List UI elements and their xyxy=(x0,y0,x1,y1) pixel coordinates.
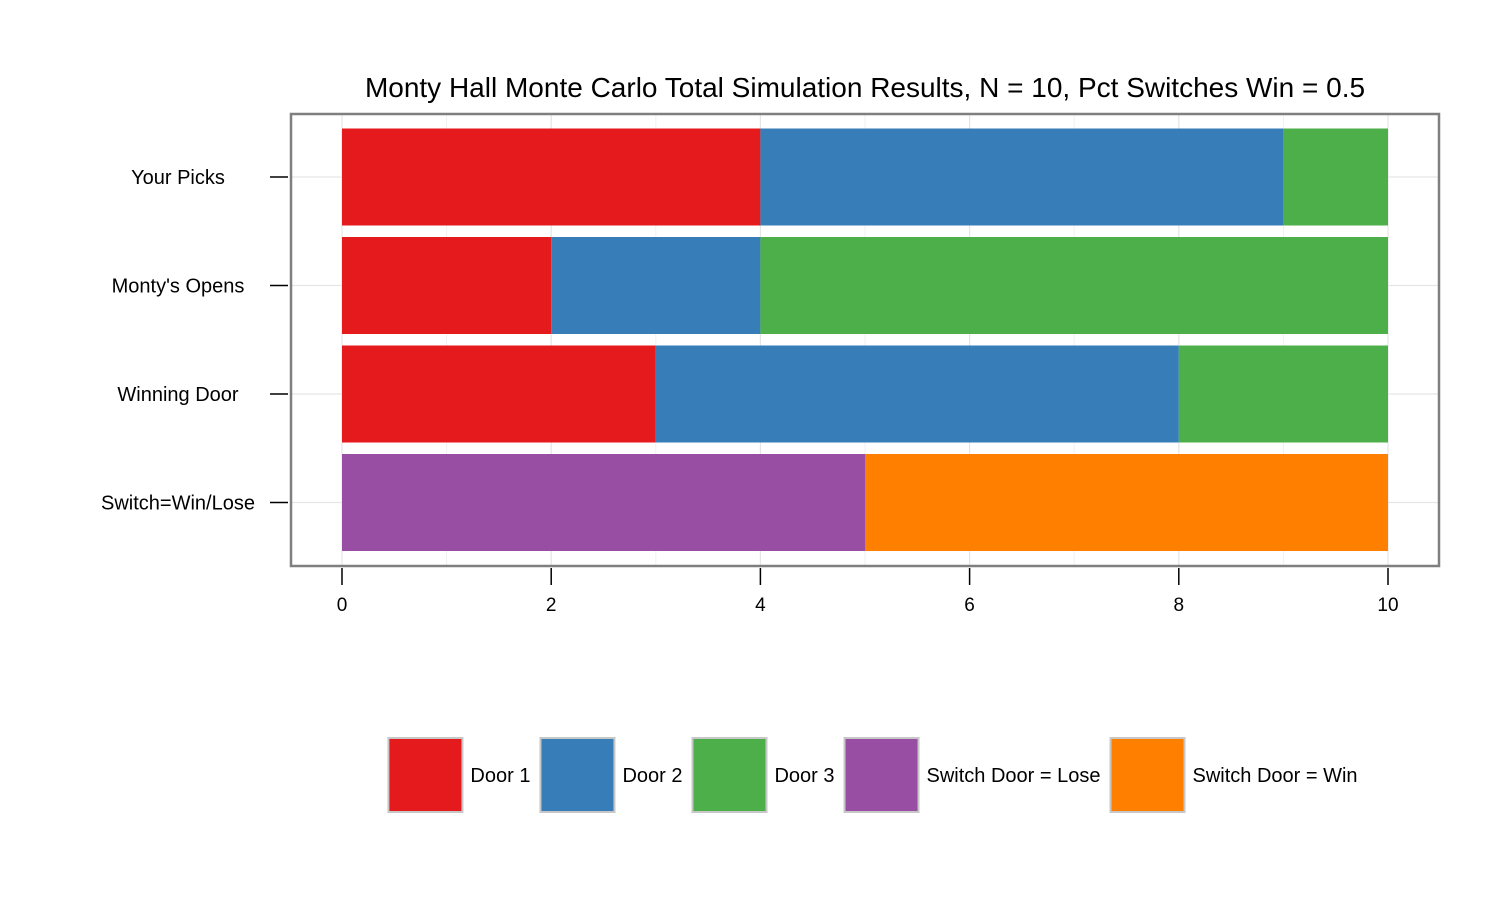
legend: Door 1 Door 2 Door 3 Switch Door = Lose Swit… xyxy=(387,737,1358,813)
legend-item-door-3: Door 3 xyxy=(691,737,835,813)
legend-item-door-1: Door 1 xyxy=(387,737,530,813)
x-tick-label: 10 xyxy=(1377,595,1398,616)
legend-label: Switch Door = Win xyxy=(1193,765,1358,787)
legend-swatch xyxy=(691,737,768,813)
bar-winning-door-door-2 xyxy=(655,345,1179,443)
bar-switch-win-lose-switch-door-lose xyxy=(342,454,865,551)
category-label-monty-s-opens: Monty's Opens xyxy=(112,276,245,298)
bar-monty-s-opens-door-1 xyxy=(342,237,552,334)
bar-your-picks-door-2 xyxy=(760,128,1284,226)
legend-label: Door 1 xyxy=(470,765,530,787)
legend-swatch xyxy=(843,737,920,813)
x-tick-label: 4 xyxy=(755,595,766,616)
bar-monty-s-opens-door-2 xyxy=(551,237,761,334)
plot-frame xyxy=(289,112,1441,568)
category-label-your-picks: Your Picks xyxy=(131,167,225,189)
legend-item-switch-door-win: Switch Door = Win xyxy=(1109,737,1358,813)
chart-title: Monty Hall Monte Carlo Total Simulation … xyxy=(365,72,1365,103)
bar-switch-win-lose-switch-door-win xyxy=(865,454,1388,551)
legend-label: Door 3 xyxy=(774,765,834,787)
x-tick-label: 0 xyxy=(337,595,348,616)
legend-label: Switch Door = Lose xyxy=(927,765,1101,787)
x-tick-label: 2 xyxy=(546,595,557,616)
category-label-winning-door: Winning Door xyxy=(117,384,239,406)
bar-winning-door-door-1 xyxy=(342,345,656,443)
legend-item-switch-door-lose: Switch Door = Lose xyxy=(843,737,1101,813)
value-axis: 0 2 4 6 8 10 xyxy=(337,568,1399,616)
category-label-switch-win-lose: Switch=Win/Lose xyxy=(101,493,255,515)
bar-your-picks-door-3 xyxy=(1283,128,1388,226)
legend-swatch xyxy=(539,737,616,813)
x-tick-label: 6 xyxy=(964,595,975,616)
category-axis: Your Picks Monty's Opens Winning Door Switc… xyxy=(101,167,288,515)
legend-swatch xyxy=(1109,737,1186,813)
legend-swatch xyxy=(387,737,464,813)
bar-segments xyxy=(342,128,1388,551)
bar-winning-door-door-3 xyxy=(1178,345,1388,443)
bar-your-picks-door-1 xyxy=(342,128,761,226)
x-tick-label: 8 xyxy=(1174,595,1185,616)
legend-label: Door 2 xyxy=(622,765,682,787)
legend-item-door-2: Door 2 xyxy=(539,737,682,813)
bar-monty-s-opens-door-3 xyxy=(760,237,1388,334)
